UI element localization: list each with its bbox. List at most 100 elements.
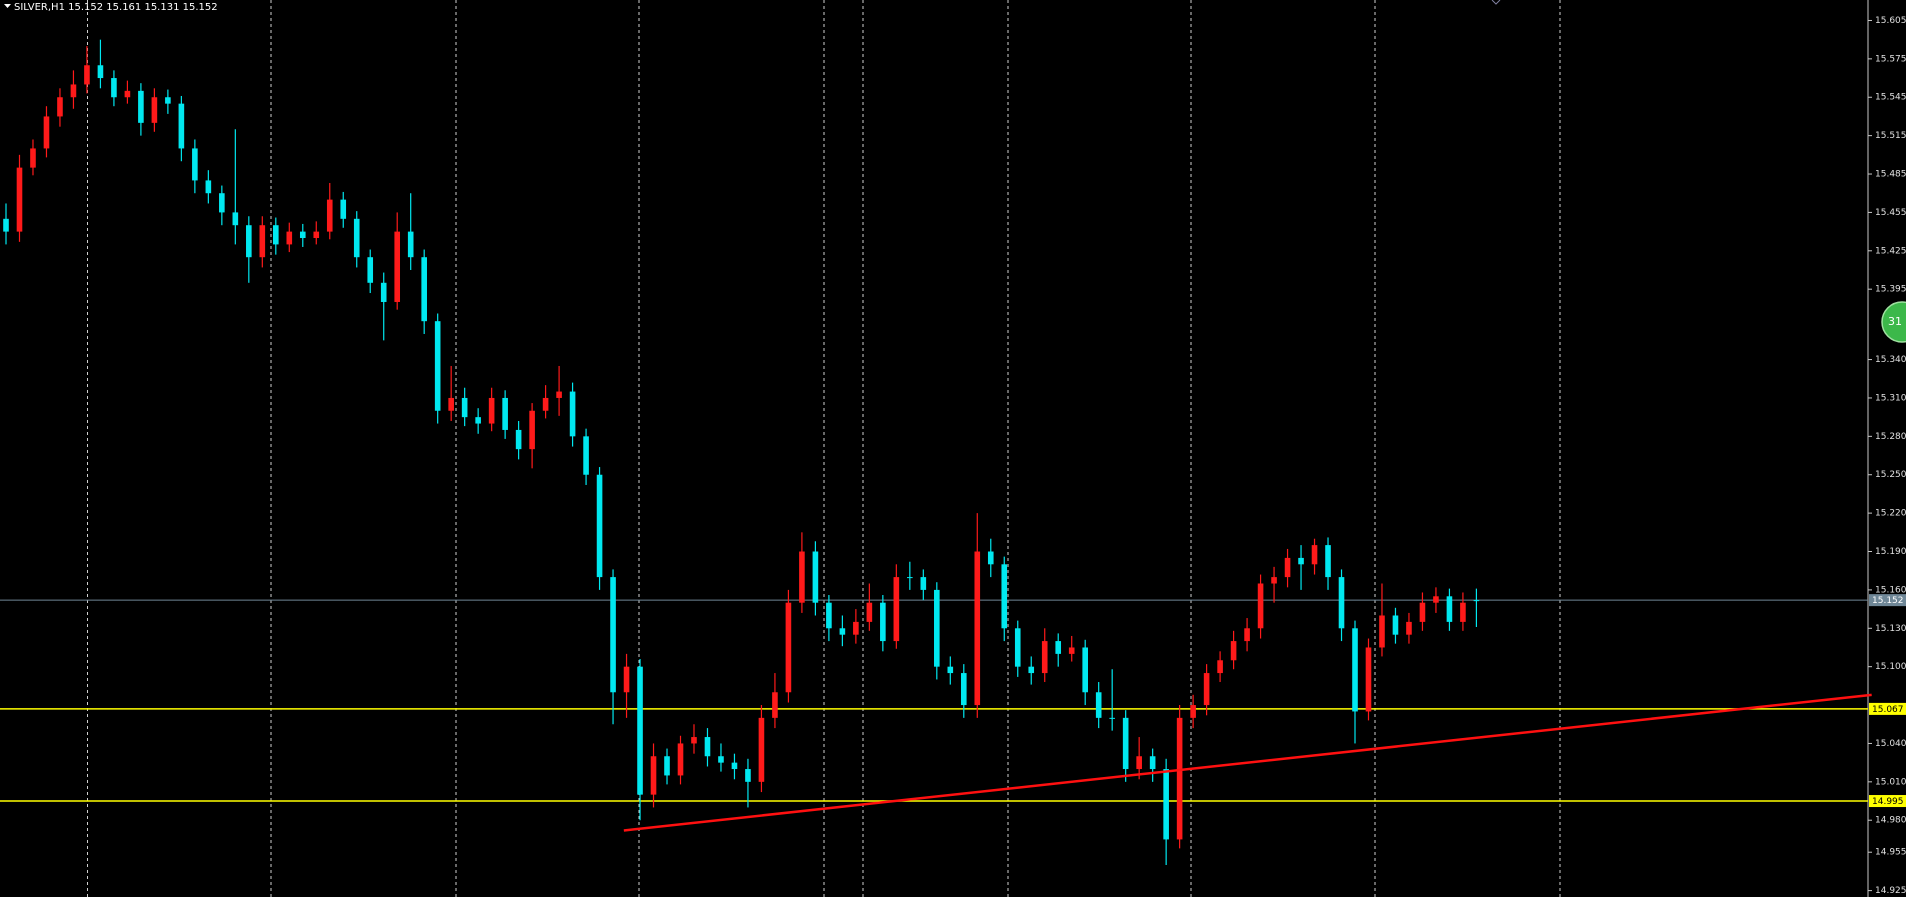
y-tick-label: 15.250 [1875, 470, 1906, 480]
candle-body [461, 397, 468, 418]
candle-body [826, 602, 832, 629]
candle-body [920, 577, 927, 590]
price-level-label: 14.995 [1872, 797, 1904, 807]
y-tick-label: 15.605 [1875, 16, 1906, 26]
candle-body [326, 199, 333, 232]
candle-body [1433, 596, 1439, 603]
candle-body [138, 90, 144, 123]
candle-body [502, 397, 508, 430]
candle-body [1271, 577, 1277, 584]
candle-body [421, 257, 427, 322]
candle-body [934, 589, 940, 667]
y-tick-label: 15.545 [1875, 93, 1906, 103]
candle-body [57, 97, 63, 117]
candle-body [1298, 557, 1304, 565]
candle-body [124, 90, 131, 98]
price-level-label: 15.067 [1872, 705, 1904, 715]
candle-body [1244, 628, 1250, 642]
candle-body [1068, 647, 1075, 654]
candle-body [974, 551, 981, 706]
candle-body [758, 717, 765, 782]
y-tick-label: 15.425 [1875, 246, 1906, 256]
candle-body [853, 621, 859, 635]
trendline [623, 693, 1872, 832]
price-level-box [1869, 594, 1906, 607]
candle-body [893, 577, 900, 642]
candle-body [1460, 602, 1466, 622]
candle-body [556, 391, 562, 398]
y-tick-label: 15.040 [1875, 739, 1906, 749]
trade-badge-text: 31 [1888, 315, 1902, 328]
y-tick-label: 15.310 [1875, 393, 1906, 403]
candle-body [596, 474, 603, 578]
candle-body [704, 737, 711, 757]
candle-body [785, 602, 792, 693]
candle-body [839, 628, 846, 635]
candle-body [367, 257, 374, 283]
candle-body [542, 397, 549, 411]
candle-body [569, 391, 576, 437]
candle-body [907, 577, 913, 579]
candle-body [1136, 756, 1142, 770]
candle-body [1392, 615, 1399, 635]
candle-body [745, 769, 751, 782]
candle-body [1311, 545, 1318, 565]
candle-body [1041, 641, 1048, 674]
candle-body [1028, 666, 1035, 674]
candle-body [1163, 769, 1169, 840]
candle-body [16, 167, 23, 232]
price-axis: 15.605 15.575 15.545 15.515 15.485 15.455 15.4… [1868, 16, 1906, 896]
candle-body [1473, 600, 1480, 602]
candle-body [1095, 692, 1102, 718]
candle-body [610, 577, 616, 693]
candle-body [273, 225, 279, 245]
candle-body [232, 212, 239, 226]
candle-body [219, 193, 225, 213]
candle-body [866, 602, 873, 622]
candle-body [1176, 717, 1183, 840]
candle-body [205, 180, 212, 194]
y-tick-label: 15.010 [1875, 777, 1906, 787]
candle-body [623, 666, 630, 693]
candle-body [1001, 564, 1008, 629]
candle-body [529, 410, 535, 450]
y-tick-label: 15.220 [1875, 509, 1906, 519]
y-tick-label: 15.575 [1875, 54, 1906, 64]
candle-body [30, 148, 36, 168]
candle-body [1419, 602, 1426, 622]
candle-body [1203, 673, 1210, 706]
candle-body [97, 65, 104, 79]
candle-body [380, 282, 387, 302]
candle-body [192, 148, 198, 181]
y-tick-label: 15.280 [1875, 432, 1906, 442]
candle-body [340, 199, 347, 219]
candle-body [434, 321, 441, 411]
candle-body [812, 551, 819, 603]
candle-body [286, 231, 293, 245]
candle-body [799, 551, 805, 603]
candle-body [947, 666, 954, 674]
candle-body [488, 397, 495, 424]
y-tick-label: 15.515 [1875, 131, 1906, 141]
candle-body [987, 551, 994, 565]
title-arrow [4, 4, 11, 8]
candle-body [1379, 615, 1385, 648]
candle-body [353, 218, 360, 258]
candle-body [1352, 628, 1358, 712]
candle-body [1325, 545, 1331, 578]
candle-body [313, 231, 320, 239]
y-tick-label: 15.340 [1875, 355, 1906, 365]
candle-body [299, 231, 306, 239]
y-tick-label: 15.100 [1875, 662, 1906, 672]
candle-body [1109, 717, 1115, 719]
candle-body [1217, 660, 1223, 674]
candle-body [677, 743, 684, 776]
candle-body [1055, 641, 1062, 654]
y-tick-label: 15.190 [1875, 547, 1906, 557]
candle-body [394, 231, 401, 302]
candle-body [43, 116, 50, 149]
candle-body [3, 218, 9, 232]
candle-body [1365, 647, 1372, 712]
